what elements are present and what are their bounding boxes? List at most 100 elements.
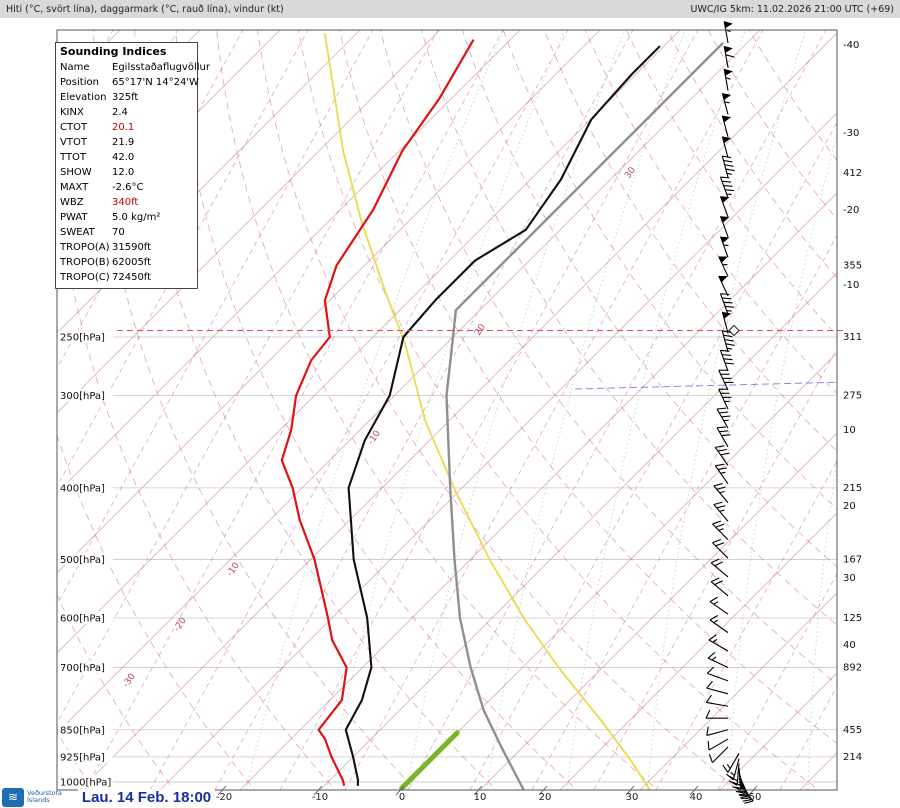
wind-barb — [705, 694, 729, 707]
right-height-label: 355 — [843, 260, 862, 271]
index-label: Name — [60, 62, 90, 73]
wind-barb — [714, 445, 730, 466]
index-row-tropo-a: TROPO(A) 31590ft — [56, 240, 197, 255]
wind-barb — [721, 136, 732, 158]
pressure-axis-label: 600[hPa] — [60, 613, 105, 624]
index-label: Position — [60, 77, 99, 88]
moist-adiabat-line — [807, 456, 837, 790]
right-height-label: 455 — [843, 725, 862, 736]
isotherm-line — [57, 30, 761, 734]
wind-barb — [716, 407, 731, 429]
right-temp-label: -10 — [843, 280, 859, 291]
isotherm-line — [79, 32, 837, 790]
right-height-label: 125 — [843, 613, 862, 624]
dry-adiabat-line — [707, 30, 837, 220]
pressure-axis-label: 400[hPa] — [60, 483, 105, 494]
right-temp-label: -20 — [843, 205, 859, 216]
bottom-temp-label: 20 — [539, 792, 552, 803]
right-temp-label: -40 — [843, 40, 859, 51]
mixing-ratio-line — [279, 30, 699, 790]
mixing-ratio-line — [57, 30, 374, 606]
isotherm-line — [319, 272, 837, 790]
wind-barb — [708, 634, 729, 652]
right-height-label: 275 — [843, 391, 862, 402]
bottom-temp-label: 0 — [399, 792, 405, 803]
wind-barb — [706, 726, 729, 736]
right-temp-label: 40 — [843, 640, 856, 651]
blue-reference-line — [574, 381, 837, 390]
dry-adiabat-line — [57, 433, 256, 790]
org-line2: Íslands — [27, 796, 50, 804]
mixing-ratio-line — [593, 347, 837, 790]
mixing-ratio-line — [214, 30, 634, 790]
index-label: MAXT — [60, 182, 89, 193]
mixing-ratio-line — [779, 685, 837, 790]
isotherm-line — [57, 30, 601, 574]
index-row-kinx: KINX 2.4 — [56, 105, 197, 120]
isotherm-line — [479, 432, 837, 790]
wind-barb — [718, 388, 732, 410]
index-value: 70 — [112, 227, 125, 238]
right-height-label: 412 — [843, 168, 862, 179]
index-row-show: SHOW 12.0 — [56, 165, 197, 180]
isotherm-line — [159, 112, 837, 790]
dry-adiabat-line — [666, 30, 837, 279]
inline-grid-label: 30 — [623, 165, 638, 180]
dry-adiabat-line — [748, 30, 837, 161]
wind-barb — [723, 21, 733, 44]
wind-barb — [713, 501, 729, 522]
org-name: Veðurstofa Íslands — [27, 790, 62, 804]
index-label: SHOW — [60, 167, 92, 178]
mixing-ratio-line — [407, 30, 827, 790]
index-value: 340ft — [112, 197, 139, 208]
vedurstofa-logo-icon: ≋ — [2, 787, 24, 807]
index-row-elevation: Elevation 325ft — [56, 90, 197, 105]
isotherm-line — [57, 30, 681, 654]
wind-barb — [707, 651, 729, 668]
index-value: 62005ft — [112, 257, 152, 268]
wind-barb — [726, 758, 740, 781]
dry-adiabat-line — [461, 30, 837, 568]
dry-adiabat-line — [380, 30, 837, 685]
wind-barb — [714, 463, 729, 485]
pressure-axis-label: 500[hPa] — [60, 555, 105, 566]
index-label: TROPO(A) — [60, 242, 110, 253]
mixing-ratio-line — [717, 572, 837, 790]
right-height-label: 311 — [843, 332, 862, 343]
right-temp-label: 30 — [843, 573, 856, 584]
index-value: 5.0 kg/m² — [112, 212, 161, 223]
wind-barb — [721, 311, 732, 334]
isotherm-line — [57, 30, 441, 414]
dry-adiabat-line — [625, 30, 837, 337]
mixing-ratio-line — [344, 30, 764, 790]
right-height-label: 167 — [843, 554, 862, 565]
right-height-label: 214 — [843, 752, 862, 763]
index-label: SWEAT — [60, 227, 95, 238]
index-value: 42.0 — [112, 152, 135, 163]
moist-adiabat-line — [326, 30, 565, 790]
dry-adiabat-line — [502, 30, 837, 510]
wind-barb — [719, 236, 730, 258]
sounding-curves — [280, 32, 724, 790]
index-label: VTOT — [60, 137, 87, 148]
index-row-vtot: VTOT 21.9 — [56, 135, 197, 150]
wind-barb — [721, 330, 735, 353]
moist-adiabat-line — [486, 30, 686, 790]
wind-barb — [723, 68, 733, 91]
wind-barb — [712, 539, 729, 559]
isotherm-line — [799, 752, 837, 790]
wind-barb — [721, 115, 732, 137]
index-label: CTOT — [60, 122, 88, 133]
dry-adiabat-line — [175, 30, 578, 790]
inline-grid-label: -20 — [172, 616, 189, 634]
inline-grid-label: -10 — [225, 561, 242, 579]
moist-adiabat-line — [566, 30, 746, 790]
mixing-ratio-line — [57, 30, 309, 488]
dry-adiabat-line — [216, 30, 659, 790]
index-value: -2.6°C — [112, 182, 144, 193]
bottom-temp-label: 50 — [749, 792, 762, 803]
dry-adiabat-line — [339, 30, 837, 745]
bottom-temp-label: -10 — [312, 792, 328, 803]
